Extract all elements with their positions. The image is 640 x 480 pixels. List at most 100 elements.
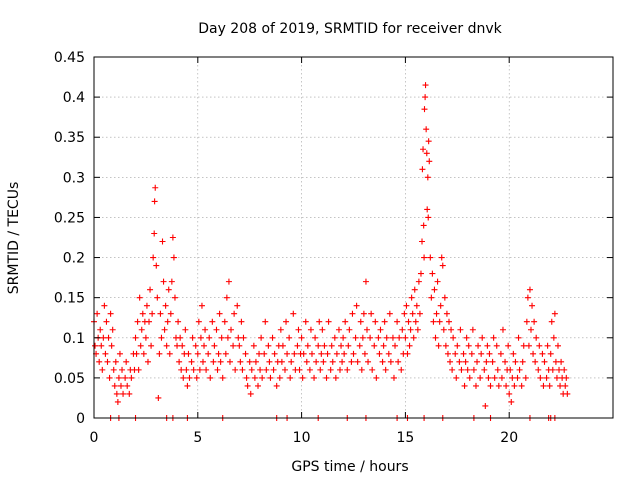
x-axis-label: GPS time / hours — [291, 459, 408, 475]
data-point — [138, 326, 145, 333]
data-point — [94, 310, 101, 317]
data-point — [311, 374, 318, 381]
y-axis-label: SRMTID / TECUs — [6, 182, 22, 295]
data-point — [217, 358, 224, 365]
data-point — [358, 366, 365, 373]
x-tick-label: 5 — [193, 430, 202, 446]
data-point — [110, 366, 117, 373]
data-point — [114, 398, 121, 405]
data-point — [211, 342, 218, 349]
data-point — [433, 310, 440, 317]
data-point — [457, 326, 464, 333]
data-point — [238, 318, 245, 325]
data-point — [376, 350, 383, 357]
data-point — [441, 294, 448, 301]
data-point — [556, 366, 563, 373]
data-point — [262, 318, 269, 325]
data-point — [104, 358, 111, 365]
data-point — [511, 382, 518, 389]
data-point — [333, 350, 340, 357]
data-point — [440, 326, 447, 333]
data-point — [109, 326, 116, 333]
data-point — [526, 286, 533, 293]
data-point — [163, 342, 170, 349]
data-point — [133, 350, 140, 357]
data-point — [299, 374, 306, 381]
data-point — [188, 358, 195, 365]
data-point — [291, 350, 298, 357]
data-point — [332, 374, 339, 381]
data-point — [123, 358, 130, 365]
data-point — [420, 222, 427, 229]
data-point — [267, 374, 274, 381]
data-point — [155, 394, 162, 401]
data-point — [437, 302, 444, 309]
data-point — [533, 334, 540, 341]
data-point — [436, 318, 443, 325]
data-point — [239, 366, 246, 373]
data-point — [367, 334, 374, 341]
data-point — [530, 350, 537, 357]
data-point — [363, 326, 370, 333]
y-tick-label: 0.45 — [54, 50, 85, 66]
data-point — [524, 294, 531, 301]
data-point — [382, 366, 389, 373]
data-point — [352, 334, 359, 341]
data-point — [164, 318, 171, 325]
data-point — [144, 358, 151, 365]
data-point — [435, 342, 442, 349]
data-point — [116, 350, 123, 357]
data-point — [128, 374, 135, 381]
data-point — [420, 146, 427, 153]
data-point — [179, 342, 186, 349]
data-point — [102, 350, 109, 357]
data-point — [536, 342, 543, 349]
data-point — [251, 374, 258, 381]
data-point — [201, 342, 208, 349]
data-point — [465, 342, 472, 349]
data-point — [369, 366, 376, 373]
data-point — [552, 358, 559, 365]
data-point — [255, 382, 262, 389]
data-point — [186, 374, 193, 381]
data-point — [477, 374, 484, 381]
data-point — [475, 342, 482, 349]
data-point — [160, 278, 167, 285]
data-point — [207, 374, 214, 381]
data-point — [259, 374, 266, 381]
data-point — [258, 334, 265, 341]
data-point — [460, 350, 467, 357]
data-point — [328, 342, 335, 349]
data-point — [497, 350, 504, 357]
data-point — [344, 366, 351, 373]
data-point — [196, 366, 203, 373]
y-tick-label: 0.2 — [63, 251, 85, 267]
data-point — [168, 278, 175, 285]
data-point — [320, 358, 327, 365]
data-point — [373, 374, 380, 381]
data-point — [550, 334, 557, 341]
data-point — [312, 334, 319, 341]
data-point — [303, 358, 310, 365]
data-point — [535, 366, 542, 373]
data-point — [112, 358, 119, 365]
data-point — [300, 350, 307, 357]
data-point — [421, 106, 428, 113]
data-point — [425, 138, 432, 145]
data-point — [359, 334, 366, 341]
data-point — [307, 326, 314, 333]
data-point — [350, 350, 357, 357]
data-point — [185, 350, 192, 357]
data-point — [562, 382, 569, 389]
data-point — [135, 366, 142, 373]
data-point — [345, 342, 352, 349]
data-point — [341, 350, 348, 357]
data-point — [111, 382, 118, 389]
data-point — [547, 350, 554, 357]
data-point — [434, 278, 441, 285]
data-point — [230, 342, 237, 349]
data-point — [195, 318, 202, 325]
data-point — [143, 302, 150, 309]
y-tick-label: 0.3 — [63, 170, 85, 186]
data-point — [269, 334, 276, 341]
